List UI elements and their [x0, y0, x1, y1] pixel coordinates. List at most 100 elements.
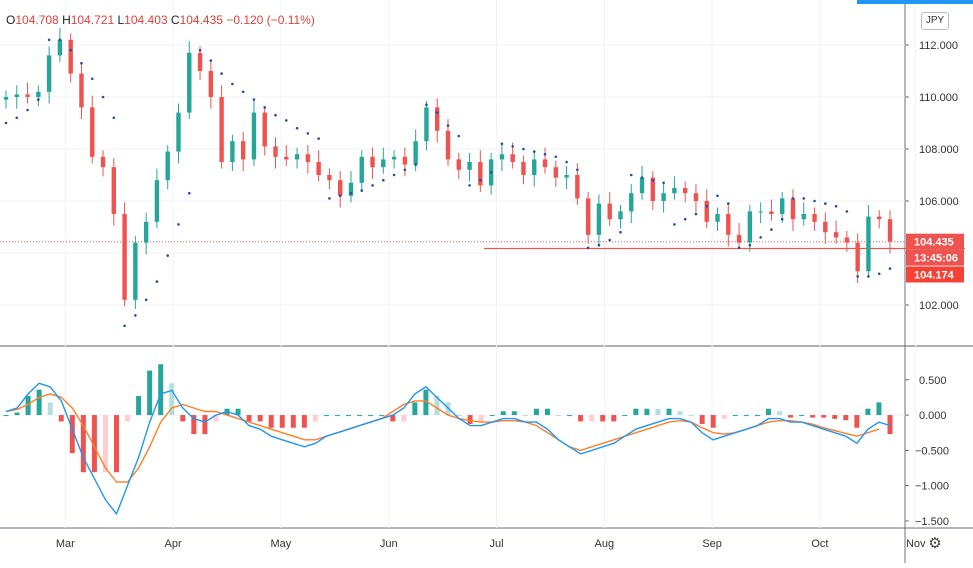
candle	[90, 107, 95, 157]
candle	[715, 214, 720, 222]
macd-histogram-bar	[102, 415, 108, 473]
macd-histogram-bar	[765, 408, 771, 416]
macd-histogram-bar	[279, 415, 285, 428]
candle	[693, 193, 699, 201]
change-value: −0.120 (−0.11%)	[226, 13, 315, 27]
low-value: 104.403	[124, 13, 168, 27]
macd-histogram-bar	[777, 411, 782, 416]
sar-dot	[80, 61, 83, 65]
candle	[769, 211, 774, 214]
macd-histogram-bar	[544, 408, 550, 416]
sar-dot	[187, 191, 191, 195]
gear-icon[interactable]: ⚙	[928, 534, 942, 552]
sar-dot	[813, 199, 816, 203]
horizontal-line-price-label-bg	[906, 266, 964, 283]
sar-dot	[726, 202, 730, 205]
macd-histogram-bar	[611, 415, 617, 422]
sar-dot	[608, 238, 612, 242]
candle	[208, 71, 214, 97]
candle	[564, 175, 569, 178]
candle	[337, 180, 343, 196]
macd-histogram-bar	[743, 415, 749, 417]
sar-dot	[597, 243, 601, 247]
macd-histogram-bar	[567, 415, 573, 417]
candle	[402, 156, 408, 165]
candle	[650, 177, 656, 201]
macd-histogram-bar	[832, 415, 838, 419]
candle	[801, 214, 806, 220]
macd-histogram-bar	[58, 415, 64, 422]
candle	[36, 91, 41, 97]
sar-dot	[155, 280, 159, 283]
macd-histogram-bar	[644, 408, 650, 416]
candle	[176, 112, 181, 152]
sar-dot	[317, 137, 320, 140]
candle	[844, 237, 850, 243]
sar-dot	[220, 72, 223, 75]
countdown-label: 13:45:06	[914, 253, 958, 265]
candle	[68, 39, 73, 74]
candle	[435, 107, 440, 131]
macd-histogram-bar	[235, 408, 241, 416]
price-tick-label: 102.000	[919, 300, 959, 312]
candle	[456, 159, 461, 170]
macd-histogram-bar	[688, 415, 694, 417]
candle	[833, 232, 839, 238]
candle	[736, 234, 742, 243]
candle	[348, 182, 354, 196]
candle	[618, 211, 623, 220]
sar-dot	[705, 204, 709, 208]
macd-histogram-bar	[213, 415, 219, 422]
macd-histogram-bar	[69, 415, 75, 454]
candle	[542, 159, 548, 168]
close-value: 104.435	[179, 13, 223, 27]
sar-dot	[58, 38, 62, 42]
candle	[855, 242, 860, 272]
sar-dot	[619, 230, 622, 234]
macd-histogram-bar	[390, 415, 396, 422]
candle	[424, 107, 429, 142]
sar-dot	[640, 176, 644, 179]
candle	[154, 180, 160, 222]
candle	[758, 211, 763, 213]
sar-dot	[414, 163, 417, 166]
macd-histogram-bar	[677, 411, 683, 416]
sar-dot	[90, 77, 94, 81]
currency-button[interactable]: JPY	[921, 12, 949, 30]
sar-dot	[177, 223, 180, 226]
macd-histogram-bar	[699, 415, 705, 424]
macd-histogram-bar	[3, 415, 9, 417]
macd-histogram-bar	[346, 415, 352, 417]
sar-dot	[457, 134, 461, 138]
macd-histogram-bar	[478, 415, 484, 422]
sar-dot	[306, 132, 310, 135]
macd-histogram-bar	[147, 370, 153, 416]
candle	[812, 214, 817, 222]
macd-histogram-bar	[423, 389, 429, 416]
time-axis-label: Oct	[811, 538, 828, 550]
sar-dot	[15, 116, 19, 120]
high-value: 104.721	[70, 13, 115, 27]
candle	[3, 97, 9, 100]
sar-dot	[241, 90, 245, 94]
candle	[197, 52, 203, 71]
candle	[510, 154, 515, 162]
candle	[381, 159, 386, 168]
sar-dot	[770, 228, 773, 231]
macd-histogram-bar	[368, 415, 374, 417]
candle	[823, 221, 828, 233]
candle	[877, 216, 882, 220]
candle	[747, 211, 753, 243]
sar-dot	[295, 126, 299, 130]
candle	[57, 39, 63, 56]
sar-dot	[101, 95, 105, 99]
sar-dot	[198, 48, 202, 52]
candle	[866, 216, 871, 272]
candle	[887, 219, 893, 242]
time-axis-label: Nov	[906, 538, 926, 550]
candle	[629, 193, 634, 212]
macd-histogram-bar	[456, 415, 462, 417]
macd-histogram-bar	[500, 411, 506, 416]
